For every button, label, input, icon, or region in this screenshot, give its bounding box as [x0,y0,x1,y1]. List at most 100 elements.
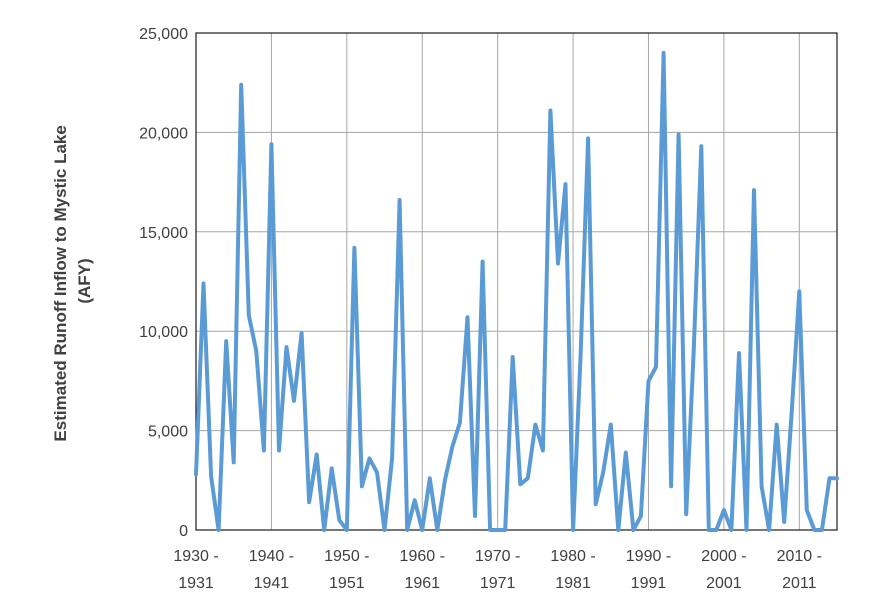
y-axis-tick-labels: 0 5,000 10,000 15,000 20,000 25,000 [139,26,188,540]
data-point [662,51,665,54]
data-point [474,515,477,518]
x-tick-label: 1930 - 1931 [173,548,218,592]
data-point [428,477,431,480]
plot-frame [195,32,838,531]
data-point [745,529,748,532]
y-axis-title-line2: (AFY) [75,258,94,303]
y-tick-label: 5,000 [148,424,188,441]
data-point [436,529,439,532]
x-axis-tick-labels: 1930 - 1931 1940 - 1941 1950 - 1951 1960 - 1961… [173,548,822,592]
data-point [737,352,740,355]
data-point [308,501,311,504]
x-tick-label-line2: 1931 [178,575,214,592]
data-point [632,529,635,532]
data-point [202,282,205,285]
series-line-0 [194,50,839,532]
y-tick-label: 10,000 [139,324,188,341]
data-point [262,449,265,452]
data-point [594,503,597,506]
x-tick-label-line1: 1960 - [400,548,445,565]
data-point [805,509,808,512]
x-tick-label-line2: 1941 [254,575,290,592]
x-tick-label-line2: 2011 [782,575,817,592]
data-point [685,513,688,516]
x-tick-label: 1980 - 1981 [550,548,595,592]
data-point [315,453,318,456]
x-tick-label-line1: 1980 - [550,548,595,565]
x-tick-label-line2: 2001 [706,575,742,592]
data-point [836,477,839,480]
y-axis-title: Estimated Runoff Inflow to Mystic Lake (… [51,120,94,441]
data-point [489,529,492,532]
data-point [443,479,446,482]
data-point [572,529,575,532]
x-tick-label: 1970 - 1971 [475,548,520,592]
data-point [255,350,258,353]
x-tick-label-line1: 1930 - [173,548,218,565]
data-point [353,246,356,249]
x-tick-label: 2000 - 2001 [701,548,746,592]
data-point [722,509,725,512]
data-point [247,314,250,317]
data-point [277,449,280,452]
x-tick-label: 1950 - 1951 [324,548,369,592]
data-point [715,529,718,532]
x-tick-label-line1: 2010 - [777,548,822,565]
data-point [670,485,673,488]
x-tick-label-line2: 1981 [555,575,591,592]
data-point [677,133,680,136]
data-point [293,399,296,402]
data-point [519,483,522,486]
series-group [194,50,839,532]
data-point [406,529,409,532]
data-point [609,423,612,426]
data-point [700,145,703,148]
data-point [790,409,793,412]
y-axis-title-line1: Estimated Runoff Inflow to Mystic Lake [51,125,70,441]
data-point [232,461,235,464]
data-point [768,529,771,532]
data-point [624,451,627,454]
data-point [458,421,461,424]
data-point [466,316,469,319]
data-point [602,471,605,474]
data-point [707,529,710,532]
data-point [360,485,363,488]
data-point [240,83,243,86]
x-tick-label-line2: 1971 [480,575,516,592]
data-point [783,521,786,524]
x-tick-label-line1: 2000 - [701,548,746,565]
data-point [798,290,801,293]
data-point [526,477,529,480]
x-tick-label-line2: 1951 [329,575,365,592]
y-tick-label: 0 [179,523,188,540]
x-tick-label-line1: 1990 - [626,548,671,565]
data-point [647,379,650,382]
data-point [753,189,756,192]
data-point [323,529,326,532]
data-point [639,515,642,518]
data-point [775,423,778,426]
data-point [421,529,424,532]
data-point [330,467,333,470]
data-point [225,340,228,343]
data-point [564,183,567,186]
data-point [217,529,220,532]
data-point [270,143,273,146]
x-tick-label-line1: 1950 - [324,548,369,565]
x-tick-label-line1: 1940 - [249,548,294,565]
data-point [195,473,198,476]
data-point [692,350,695,353]
x-tick-label: 1960 - 1961 [400,548,445,592]
data-point [481,260,484,263]
data-point [391,457,394,460]
x-tick-label-line2: 1991 [631,575,667,592]
data-point [413,499,416,502]
data-point [617,529,620,532]
data-point [549,109,552,112]
data-point [760,485,763,488]
data-point [813,529,816,532]
data-point [587,137,590,140]
data-point [210,475,213,478]
